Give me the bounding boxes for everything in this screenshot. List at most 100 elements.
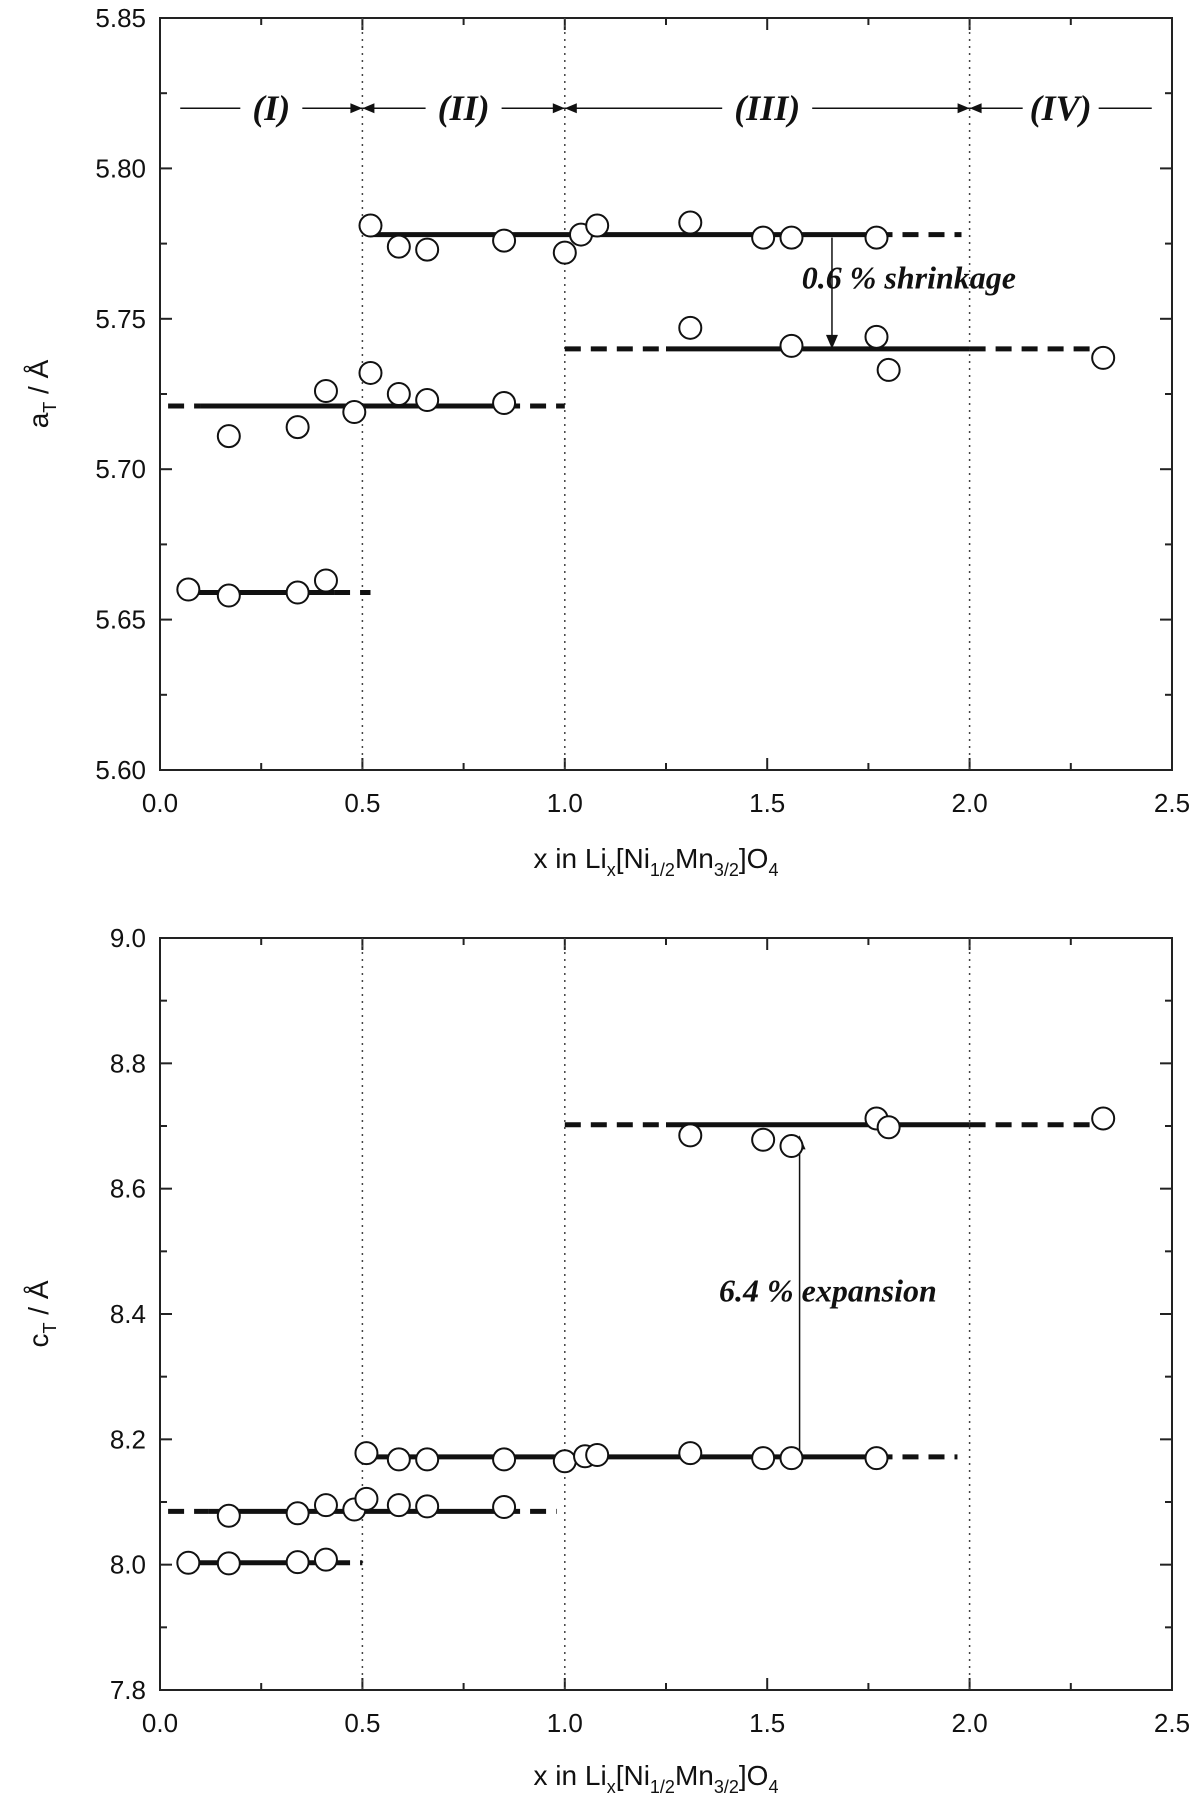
x-tick-label: 0.0 xyxy=(142,1708,178,1738)
y-tick-label: 8.8 xyxy=(110,1048,146,1078)
data-point xyxy=(492,391,517,416)
c-axis-plot: 0.0 0.5 1.0 1.5 2.0 2.5 7.8 8.0 8.2 8.4 8.6 8.8 9.0 6… xyxy=(23,923,1190,1797)
data-point xyxy=(285,1501,310,1526)
y-tick-label: 8.2 xyxy=(110,1424,146,1454)
data-point xyxy=(1091,1106,1116,1131)
data-point xyxy=(313,1547,338,1572)
data-point xyxy=(386,1447,411,1472)
data-point xyxy=(492,1495,517,1520)
data-point xyxy=(876,1115,901,1140)
data-point xyxy=(864,324,889,349)
x-tick-label: 1.5 xyxy=(749,1708,785,1738)
data-point xyxy=(678,1441,703,1466)
y-tick-label: 5.70 xyxy=(95,454,146,484)
data-point xyxy=(176,1550,201,1575)
data-point xyxy=(678,210,703,235)
data-point xyxy=(552,240,577,265)
data-point xyxy=(678,315,703,340)
region-arrow-head xyxy=(552,103,565,114)
x-tick-label: 1.0 xyxy=(547,788,583,818)
y-tick-label: 9.0 xyxy=(110,923,146,953)
y-tick-label: 7.8 xyxy=(110,1675,146,1705)
data-point xyxy=(216,1503,241,1528)
data-point xyxy=(779,1446,804,1471)
data-point xyxy=(585,213,610,238)
region-arrow-head xyxy=(969,103,982,114)
data-point xyxy=(313,1493,338,1518)
data-point xyxy=(358,360,383,385)
data-point xyxy=(415,1494,440,1519)
data-point xyxy=(751,225,776,250)
data-point xyxy=(313,378,338,403)
region-label: (III) xyxy=(734,88,800,128)
x-tick-label: 2.0 xyxy=(952,1708,988,1738)
x-tick-label: 1.5 xyxy=(749,788,785,818)
data-point xyxy=(285,1550,310,1575)
data-point xyxy=(492,1447,517,1472)
data-point xyxy=(354,1486,379,1511)
region-arrow-head xyxy=(957,103,970,114)
x-tick-label: 1.0 xyxy=(547,1708,583,1738)
x-tick-label: 2.5 xyxy=(1154,1708,1190,1738)
data-point xyxy=(386,382,411,406)
data-point xyxy=(216,424,241,449)
y-axis-label: cT / Å xyxy=(23,1280,60,1347)
y-tick-label: 5.60 xyxy=(95,755,146,785)
data-point xyxy=(386,1493,411,1518)
data-point xyxy=(779,225,804,250)
region-arrow-head xyxy=(362,103,375,114)
x-axis-label: x in Lix[Ni1/2Mn3/2]O4 xyxy=(534,1760,779,1797)
plot-frame xyxy=(159,937,1173,1691)
y-tick-label: 5.75 xyxy=(95,304,146,334)
annotation-arrow-head xyxy=(825,334,838,349)
data-point xyxy=(415,237,440,262)
y-tick-label: 8.0 xyxy=(110,1550,146,1580)
y-tick-label: 8.6 xyxy=(110,1174,146,1204)
data-point xyxy=(552,1449,577,1474)
y-tick-label: 5.80 xyxy=(95,153,146,183)
data-point xyxy=(751,1446,776,1471)
region-arrow-head xyxy=(350,103,363,114)
x-tick-label: 0.5 xyxy=(344,788,380,818)
plot-frame xyxy=(159,17,1173,771)
x-tick-label: 0.0 xyxy=(142,788,178,818)
y-tick-label: 5.65 xyxy=(95,605,146,635)
region-arrow-head xyxy=(564,103,577,114)
data-point xyxy=(415,1447,440,1472)
y-tick-label: 8.4 xyxy=(110,1299,146,1329)
y-tick-label: 5.85 xyxy=(95,3,146,33)
data-point xyxy=(779,1134,804,1159)
data-point xyxy=(354,1441,379,1466)
y-axis-label: aT / Å xyxy=(23,359,60,428)
data-point xyxy=(313,568,338,593)
annotation-text: 6.4 % expansion xyxy=(719,1272,937,1308)
data-point xyxy=(751,1127,776,1152)
region-label: (IV) xyxy=(1030,88,1092,128)
data-point xyxy=(415,388,440,413)
data-point xyxy=(678,1123,703,1148)
data-point xyxy=(386,234,411,259)
data-point xyxy=(864,1446,889,1471)
data-point xyxy=(216,583,241,608)
data-point xyxy=(285,580,310,605)
data-point xyxy=(285,415,310,440)
x-tick-label: 2.5 xyxy=(1154,788,1190,818)
data-point xyxy=(1091,345,1116,370)
annotation-text: 0.6 % shrinkage xyxy=(802,260,1016,296)
data-point xyxy=(216,1551,241,1576)
data-point xyxy=(864,225,889,250)
x-tick-label: 2.0 xyxy=(952,788,988,818)
region-label: (II) xyxy=(438,88,490,128)
data-point xyxy=(876,357,901,382)
region-label: (I) xyxy=(252,88,290,128)
data-point xyxy=(358,213,383,238)
x-axis-label: x in Lix[Ni1/2Mn3/2]O4 xyxy=(534,843,779,880)
data-point xyxy=(779,333,804,358)
data-point xyxy=(492,228,517,253)
data-point xyxy=(342,400,367,425)
data-point xyxy=(585,1443,610,1467)
a-axis-plot: 0.0 0.5 1.0 1.5 2.0 2.5 5.60 5.65 5.70 5.75 5.80 5.… xyxy=(23,3,1190,880)
x-tick-label: 0.5 xyxy=(344,1708,380,1738)
data-point xyxy=(176,577,201,602)
